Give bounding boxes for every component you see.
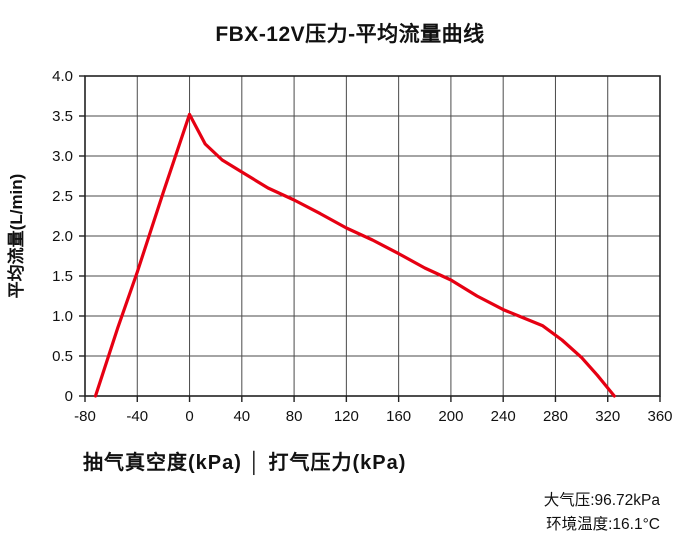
svg-text:1.0: 1.0 xyxy=(52,308,73,325)
svg-text:平均流量(L/min): 平均流量(L/min) xyxy=(6,174,26,299)
chart-annotations: 大气压:96.72kPa 环境温度:16.1°C xyxy=(0,489,660,537)
svg-text:40: 40 xyxy=(233,408,250,425)
x-axis-label: 抽气真空度(kPa) │ 打气压力(kPa) xyxy=(83,452,407,474)
svg-text:-40: -40 xyxy=(126,408,148,425)
svg-text:0.5: 0.5 xyxy=(52,348,73,365)
svg-text:2.5: 2.5 xyxy=(52,188,73,205)
annotation-temperature: 环境温度:16.1°C xyxy=(546,516,660,533)
svg-text:3.5: 3.5 xyxy=(52,108,73,125)
svg-text:240: 240 xyxy=(491,408,516,425)
svg-text:80: 80 xyxy=(286,408,303,425)
svg-text:160: 160 xyxy=(386,408,411,425)
svg-text:360: 360 xyxy=(647,408,672,425)
svg-text:-80: -80 xyxy=(74,408,96,425)
annotation-pressure: 大气压:96.72kPa xyxy=(543,492,660,509)
svg-text:280: 280 xyxy=(543,408,568,425)
svg-text:0: 0 xyxy=(185,408,193,425)
svg-text:3.0: 3.0 xyxy=(52,148,73,165)
svg-text:320: 320 xyxy=(595,408,620,425)
svg-text:2.0: 2.0 xyxy=(52,228,73,245)
svg-text:0: 0 xyxy=(65,388,73,405)
svg-text:1.5: 1.5 xyxy=(52,268,73,285)
chart-title: FBX-12V压力-平均流量曲线 xyxy=(215,23,485,46)
svg-text:200: 200 xyxy=(438,408,463,425)
chart: -80 -40 0 40 80 120 160 200 240 280 320 360 0 0.5 1.0 1… xyxy=(6,68,673,425)
svg-text:120: 120 xyxy=(334,408,359,425)
svg-text:4.0: 4.0 xyxy=(52,68,73,85)
